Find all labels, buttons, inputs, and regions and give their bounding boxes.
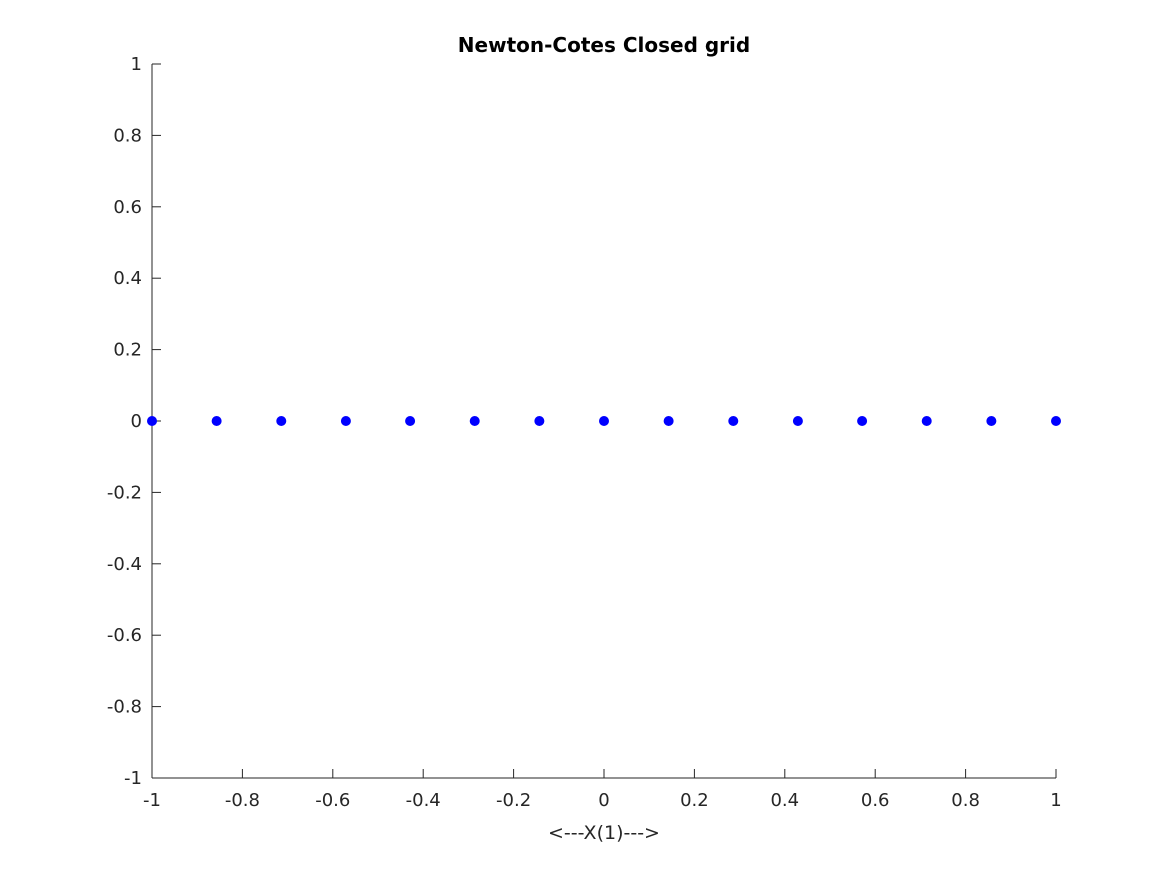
y-tick-label: -0.8 — [107, 697, 142, 718]
y-tick-label: -1 — [124, 768, 142, 789]
data-points — [147, 416, 1061, 426]
x-tick-label: 0.4 — [770, 790, 799, 811]
y-tick-label: 0.4 — [113, 268, 142, 289]
data-point — [857, 416, 868, 426]
data-point — [921, 416, 932, 426]
y-tick-label: 0.8 — [113, 125, 142, 146]
data-point — [534, 416, 545, 426]
data-point — [663, 416, 674, 426]
data-point — [405, 416, 416, 426]
y-tick-label: -0.4 — [107, 554, 142, 575]
x-tick-label: -0.2 — [496, 790, 531, 811]
x-tick-label: 0.6 — [861, 790, 890, 811]
x-tick-label: 0 — [598, 790, 609, 811]
x-tick-label: -0.8 — [225, 790, 260, 811]
chart-title: Newton-Cotes Closed grid — [458, 33, 750, 57]
axes: -1 -0.8 -0.6 -0.4 -0.2 0 0.2 0.4 0.6 0.8 1 -1 -0.8 -0… — [107, 54, 1062, 811]
data-point — [986, 416, 997, 426]
data-point — [276, 416, 287, 426]
y-tick-label: -0.6 — [107, 625, 142, 646]
x-tick-label: 0.8 — [951, 790, 980, 811]
y-tick-label: 0.6 — [113, 197, 142, 218]
y-tick-label: 0.2 — [113, 340, 142, 361]
x-tick-label: 0.2 — [680, 790, 709, 811]
data-point — [1051, 416, 1061, 426]
x-tick-label: -0.4 — [406, 790, 441, 811]
data-point — [728, 416, 739, 426]
x-tick-label: -1 — [143, 790, 161, 811]
data-point — [211, 416, 222, 426]
x-tick-label: 1 — [1050, 790, 1061, 811]
data-point — [469, 416, 480, 426]
data-point — [599, 416, 609, 426]
data-point — [340, 416, 351, 426]
y-tick-label: 0 — [131, 411, 142, 432]
data-point — [147, 416, 157, 426]
y-tick-label: -0.2 — [107, 482, 142, 503]
data-point — [792, 416, 803, 426]
x-tick-label: -0.6 — [315, 790, 350, 811]
x-axis-title: <---X(1)---> — [548, 822, 660, 844]
y-tick-label: 1 — [131, 54, 142, 75]
